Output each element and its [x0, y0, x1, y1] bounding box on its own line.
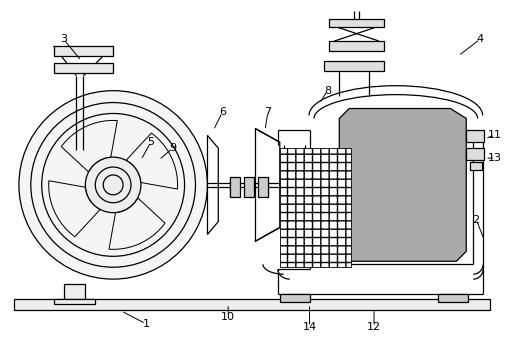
- Bar: [280, 148, 351, 267]
- Bar: [330, 41, 384, 51]
- Text: 13: 13: [488, 153, 502, 163]
- Text: 1: 1: [142, 319, 150, 329]
- Bar: [439, 294, 468, 302]
- Bar: [54, 46, 113, 56]
- Text: 14: 14: [303, 322, 316, 332]
- Text: 7: 7: [264, 107, 271, 118]
- Bar: [230, 177, 240, 197]
- Text: 9: 9: [169, 143, 176, 153]
- Polygon shape: [339, 108, 466, 261]
- Bar: [280, 294, 310, 302]
- Text: 2: 2: [473, 215, 480, 225]
- Bar: [466, 130, 484, 142]
- Circle shape: [19, 91, 207, 279]
- Text: 11: 11: [488, 130, 502, 140]
- Circle shape: [85, 157, 141, 213]
- Text: 3: 3: [60, 34, 67, 44]
- Bar: [466, 148, 484, 160]
- Bar: [324, 61, 384, 71]
- Text: 8: 8: [324, 86, 331, 96]
- Text: 10: 10: [221, 312, 235, 322]
- Text: 4: 4: [477, 34, 484, 44]
- Bar: [330, 19, 384, 27]
- Bar: [54, 299, 95, 304]
- Text: 12: 12: [367, 322, 381, 332]
- Bar: [14, 299, 490, 310]
- Bar: [244, 177, 254, 197]
- Bar: [470, 162, 482, 170]
- Bar: [258, 177, 268, 197]
- Bar: [63, 284, 85, 299]
- Text: 5: 5: [148, 137, 154, 147]
- Text: 6: 6: [219, 107, 226, 118]
- Bar: [54, 63, 113, 73]
